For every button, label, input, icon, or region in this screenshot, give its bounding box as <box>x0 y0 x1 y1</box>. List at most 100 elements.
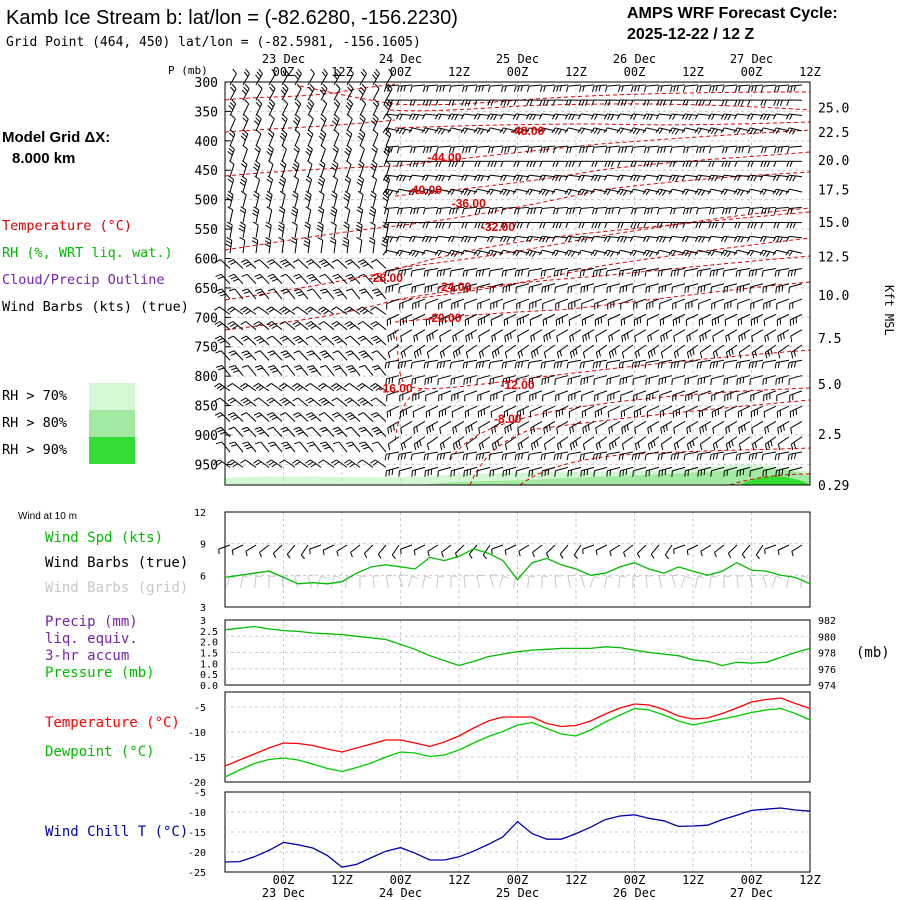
upper-barb-feather <box>371 350 378 354</box>
upper-barb-35-9 <box>669 221 686 229</box>
upper-barb-feather <box>739 378 742 385</box>
grid-barb-16 <box>436 575 444 588</box>
upper-barb-feather <box>513 222 517 229</box>
upper-barb-staff <box>543 313 556 321</box>
upper-barb-11-20 <box>357 382 374 392</box>
upper-barb-13-14 <box>386 298 400 310</box>
upper-barb-feather <box>232 68 237 74</box>
upper-barb-1-2 <box>242 99 250 116</box>
upper-barb-feather <box>295 129 301 135</box>
upper-barb-41-16 <box>751 329 764 343</box>
upper-barb-feather <box>386 175 390 182</box>
upper-barb-feather <box>478 270 481 277</box>
upper-barb-44-9 <box>786 221 803 229</box>
upper-barb-37-7 <box>694 188 712 196</box>
upper-barb-31-11 <box>616 249 634 256</box>
upper-barb-feather <box>531 251 537 258</box>
upper-barb-staff <box>311 273 322 285</box>
upper-barb-staff <box>776 390 790 396</box>
upper-barb-feather <box>751 336 754 343</box>
upper-barb-feather <box>442 350 445 357</box>
upper-barb-feather <box>319 426 326 430</box>
upper-barb-staff <box>386 206 400 209</box>
upper-barb-staff <box>581 298 595 305</box>
upper-barb-staff <box>232 306 244 315</box>
upper-barb-5-19 <box>280 364 296 376</box>
upper-barb-feather <box>792 175 796 182</box>
upper-barb-feather <box>665 424 668 431</box>
upper-barb-feather <box>746 127 751 134</box>
upper-barb-feather <box>271 325 278 330</box>
upper-barb-staff <box>478 329 491 337</box>
temp-contour-7 <box>224 171 811 251</box>
upper-barb-feather <box>460 188 465 195</box>
upper-barb-feather <box>464 99 468 106</box>
upper-barb-feather <box>488 362 491 369</box>
upper-barb-feather <box>342 243 349 248</box>
upper-barb-feather <box>270 367 277 371</box>
upper-barb-feather <box>427 469 430 476</box>
upper-barb-40-10 <box>733 235 751 243</box>
upper-barb-staff <box>542 206 556 209</box>
upper-barb-staff <box>608 405 621 413</box>
upper-barb-staff <box>555 283 569 288</box>
upper-barb-feather <box>773 85 777 92</box>
upper-barb-feather <box>616 249 621 256</box>
upper-barb-feather <box>321 337 328 342</box>
upper-barb-feather <box>712 453 715 460</box>
upper-barb-39-9 <box>721 221 738 229</box>
upper-barb-22-9 <box>500 221 517 229</box>
upper-barb-feather <box>538 236 543 242</box>
upper-barb-feather <box>780 426 783 433</box>
upper-barb-staff <box>307 118 314 132</box>
upper-barb-staff <box>530 329 543 337</box>
upper-barb-feather <box>347 261 354 265</box>
upper-barb-staff <box>777 313 790 321</box>
upper-barb-feather <box>410 270 413 277</box>
upper-barb-staff <box>385 194 390 208</box>
upper-barb-6-6 <box>307 160 313 177</box>
upper-barb-feather <box>452 427 455 434</box>
upper-barb-feather <box>241 273 248 278</box>
upper-barb-5-9 <box>291 206 299 223</box>
upper-barb-feather <box>449 454 452 461</box>
upper-barb-feather <box>269 129 275 135</box>
upper-barb-2-0 <box>255 68 263 86</box>
grid-barb-feather <box>398 574 405 577</box>
upper-barb-feather <box>714 222 718 229</box>
upper-barb-12-17 <box>370 335 387 346</box>
upper-barb-feather <box>388 469 391 476</box>
upper-barb-staff <box>542 113 556 117</box>
upper-barb-feather <box>582 270 585 277</box>
upper-barb-feather <box>538 249 543 256</box>
upper-barb-feather <box>239 181 246 187</box>
upper-barb-6-19 <box>293 364 309 376</box>
upper-barb-staff <box>359 240 363 254</box>
upper-barb-11-18 <box>358 350 374 361</box>
upper-barb-feather <box>515 287 517 294</box>
upper-barb-feather <box>512 113 517 120</box>
upper-barb-feather <box>255 384 262 390</box>
upper-barb-feather <box>564 249 569 256</box>
upper-barb-feather <box>733 127 738 134</box>
true-barb-feather <box>504 550 507 556</box>
upper-barb-38-1 <box>708 99 725 106</box>
kft-tick-4: 15.0 <box>818 216 849 231</box>
upper-barb-feather <box>681 188 686 195</box>
upper-barb-4-23 <box>267 426 283 438</box>
true-barb-11 <box>363 544 374 558</box>
upper-barb-feather <box>358 288 365 292</box>
upper-barb-feather <box>512 236 517 242</box>
upper-barb-feather <box>525 188 530 195</box>
upper-barb-16-12 <box>423 268 439 277</box>
upper-barb-feather <box>539 208 543 215</box>
upper-barb-feather <box>759 127 764 134</box>
upper-barb-feather <box>416 442 419 449</box>
upper-barb-feather <box>762 250 767 257</box>
upper-barb-7-25 <box>305 459 322 468</box>
upper-barb-feather <box>776 236 780 243</box>
upper-barb-feather <box>579 362 582 369</box>
upper-barb-11-24 <box>358 441 374 453</box>
upper-barb-feather <box>396 208 400 215</box>
upper-barb-8-19 <box>319 364 335 376</box>
